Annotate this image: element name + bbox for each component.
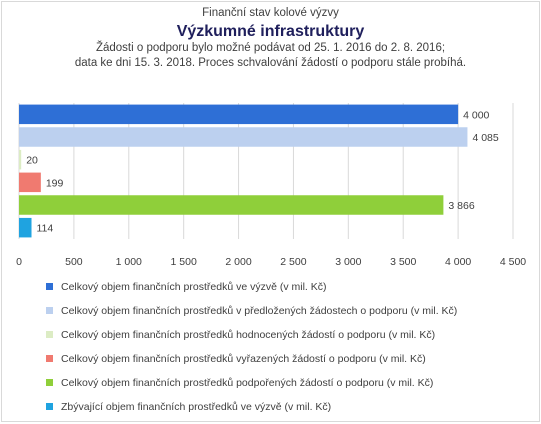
legend-swatch [46, 283, 53, 290]
bar-data-label: 3 866 [448, 200, 474, 212]
chart-supertitle: Finanční stav kolové výzvy [202, 7, 339, 19]
legend-label: Celkový objem finančních prostředků ve v… [61, 281, 327, 293]
bar-data-label: 114 [37, 223, 54, 235]
legend-label: Celkový objem finančních prostředků podp… [61, 377, 434, 389]
bar-data-label: 4 085 [472, 132, 498, 144]
bar-data-label: 20 [26, 155, 38, 167]
x-tick-label: 4 000 [445, 256, 471, 268]
bar-data-label: 4 000 [463, 109, 489, 121]
x-tick-label: 1 000 [116, 256, 142, 268]
x-tick-label: 500 [65, 256, 83, 268]
chart-subtitle-line-2: data ke dni 15. 3. 2018. Proces schvalov… [74, 57, 467, 69]
chart-title: Výzkumné infrastruktury [176, 23, 365, 40]
legend-swatch [46, 355, 53, 362]
legend-label: Celkový objem finančních prostředků hodn… [61, 329, 436, 341]
x-tick-label: 3 000 [335, 256, 361, 268]
bar [19, 217, 32, 238]
x-tick-label: 4 500 [500, 256, 526, 268]
legend-label: Celkový objem finančních prostředků v př… [61, 305, 458, 317]
legend-label: Zbývající objem finančních prostředků ve… [61, 401, 332, 413]
bar [19, 172, 41, 193]
x-tick-label: 1 500 [171, 256, 197, 268]
x-tick-label: 2 500 [280, 256, 306, 268]
bar [19, 104, 459, 125]
legend-swatch [46, 403, 53, 410]
x-tick-label: 2 000 [225, 256, 251, 268]
bar-data-label: 199 [46, 177, 64, 189]
legend-swatch [46, 307, 53, 314]
legend-swatch [46, 379, 53, 386]
x-tick-label: 3 500 [390, 256, 416, 268]
legend-swatch [46, 331, 53, 338]
legend-label: Celkový objem finančních prostředků vyřa… [61, 353, 426, 365]
chart-subtitle-line-1: Žádosti o podporu bylo možné podávat od … [95, 42, 446, 54]
bar [19, 195, 444, 215]
bar [19, 127, 468, 147]
bar [19, 149, 22, 170]
chart-title-block: Finanční stav kolové výzvy Výzkumné infr… [0, 6, 541, 71]
x-tick-label: 0 [16, 256, 22, 268]
